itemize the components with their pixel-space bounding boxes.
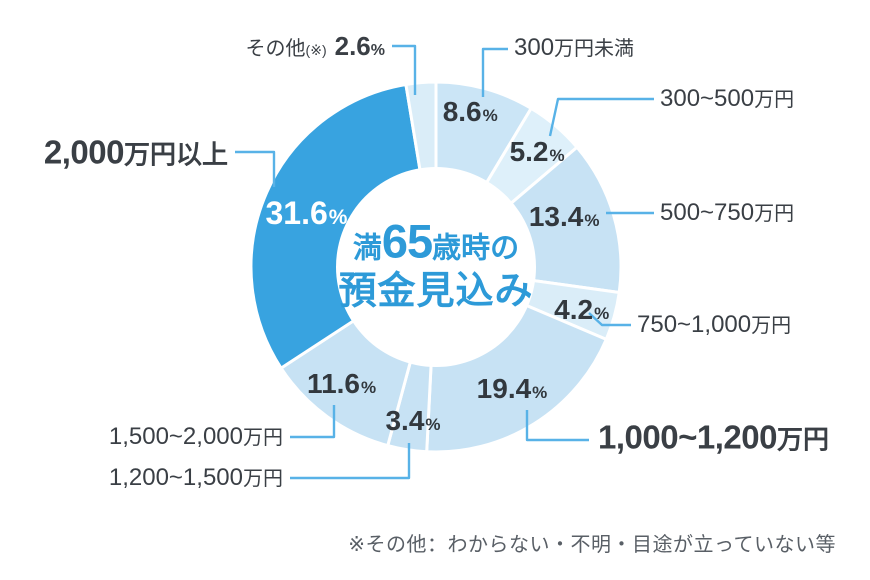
center-title-line2: 預金見込み: [338, 270, 534, 313]
percent-value: 11.6: [307, 367, 361, 399]
label-text-run: 750~1,000: [637, 311, 752, 338]
center-title-number: 65: [381, 214, 433, 268]
label-text-run: 2,000: [43, 133, 125, 171]
pie-slice-7: [249, 82, 438, 370]
percent-sign: %: [370, 42, 385, 59]
leader-line-4: [525, 410, 589, 442]
slice-percent-2: 13.4%: [528, 200, 600, 232]
slice-percent-6: 11.6%: [307, 367, 377, 399]
percent-value: 31.6: [265, 194, 328, 231]
percent-sign: %: [532, 382, 548, 402]
slice-percent-0: 8.6%: [443, 98, 498, 126]
category-label-7: 2,000万円以上: [44, 136, 228, 169]
slice-percent-1: 5.2%: [509, 135, 565, 167]
category-label-6: 1,500~2,000万円: [109, 425, 283, 449]
center-title-suffix: 歳時の: [432, 232, 520, 265]
center-title-line1: 満65歳時の: [338, 215, 533, 268]
percent-sign: %: [328, 205, 348, 229]
percent-value: 3.4: [385, 405, 425, 437]
percent-value: 2.6: [334, 31, 371, 61]
label-text-run: 万円: [751, 315, 792, 337]
slice-percent-7: 31.6%: [265, 197, 347, 229]
leader-line-7: [235, 150, 276, 187]
label-text-run: 万円以上: [123, 139, 228, 170]
percent-value: 19.4: [476, 372, 532, 404]
label-text-run: (※): [305, 42, 327, 58]
slice-percent-4: 19.4%: [476, 372, 548, 404]
label-text-run: 300: [514, 34, 555, 61]
leader-line-5: [290, 443, 411, 480]
chart-center-title: 満65歳時の 預金見込み: [338, 215, 533, 312]
chart-footnote: ※その他：わからない・不明・目途が立っていない等: [348, 534, 836, 556]
percent-sign: %: [482, 106, 498, 126]
percent-value: 4.2: [554, 294, 594, 326]
label-text-run: 1,000~1,200: [598, 418, 777, 456]
label-text-run: 万円未満: [554, 38, 635, 60]
label-text-run: 万円: [776, 424, 829, 455]
leader-line-6: [290, 405, 336, 439]
percent-sign: %: [361, 377, 377, 397]
center-title-prefix: 満: [352, 232, 382, 265]
percent-value: 5.2: [509, 135, 549, 167]
label-text-run: その他: [245, 38, 306, 60]
percent-sign: %: [549, 145, 565, 165]
percent-sign: %: [425, 415, 441, 435]
label-text-run: 万円: [243, 468, 283, 490]
category-label-0: 300万円未満: [514, 36, 634, 60]
category-label-4: 1,000~1,200万円: [598, 421, 829, 454]
label-text-run: 万円: [243, 427, 283, 449]
category-label-8: その他(※) 2.6%: [246, 33, 385, 59]
label-text-run: 500~750: [660, 199, 755, 226]
donut-hole: [336, 167, 536, 367]
leader-line-3: [588, 312, 631, 327]
label-text-run: 1,200~1,500: [108, 464, 243, 491]
label-text-run: 1,500~2,000: [108, 423, 243, 450]
percent-value: 13.4: [528, 200, 584, 232]
category-label-3: 750~1,000万円: [637, 313, 791, 337]
percent-sign: %: [584, 210, 600, 230]
slice-percent-3: 4.2%: [554, 296, 609, 324]
category-label-5: 1,200~1,500万円: [109, 466, 283, 490]
leader-line-0: [481, 47, 508, 97]
category-label-1: 300~500万円: [660, 87, 794, 111]
label-text-run: 万円: [754, 89, 795, 111]
percent-sign: %: [594, 304, 610, 324]
leader-line-1: [548, 97, 654, 137]
leader-line-8: [392, 44, 417, 95]
slice-percent-5: 3.4%: [385, 407, 440, 435]
category-label-2: 500~750万円: [660, 201, 794, 225]
label-text-run: 万円: [754, 203, 795, 225]
percent-value: 8.6: [442, 96, 482, 128]
label-text-run: 300~500: [660, 85, 755, 112]
